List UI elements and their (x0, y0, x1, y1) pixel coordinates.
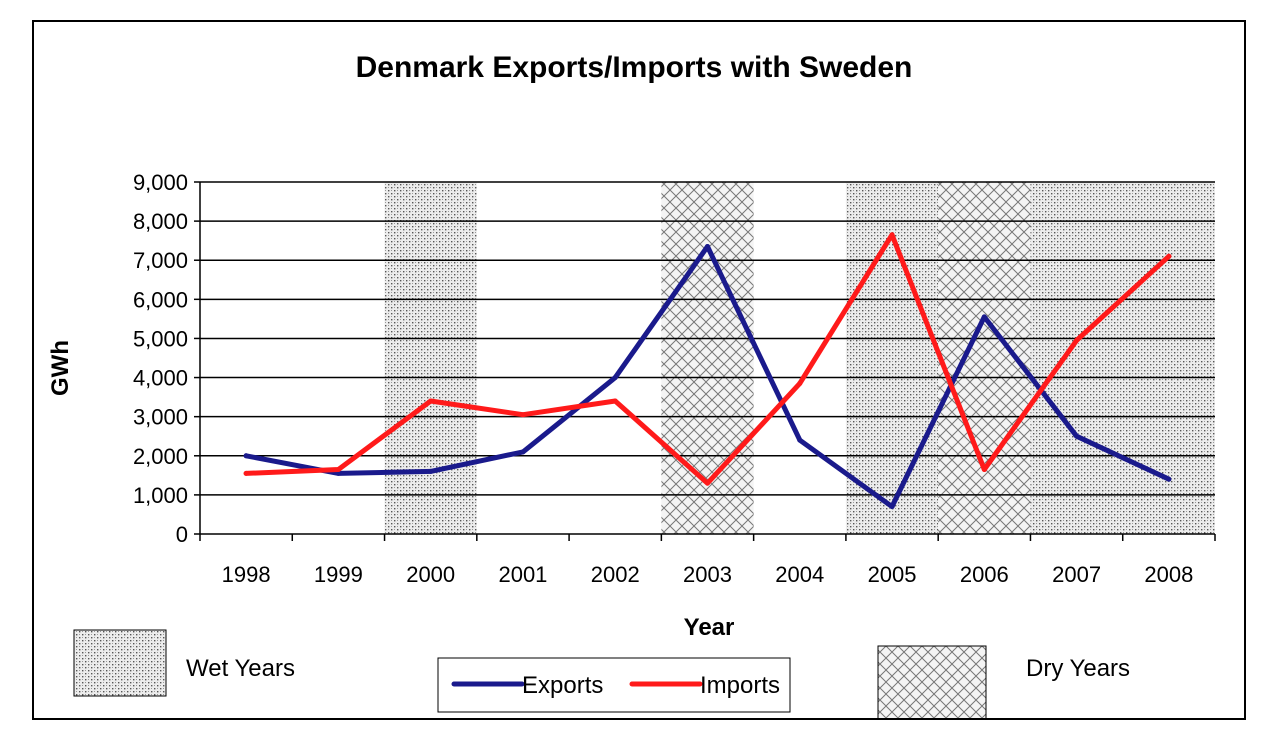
data-point-exports-1999 (335, 470, 341, 476)
y-tick-label: 7,000 (133, 248, 188, 273)
legend-exports-label: Exports (522, 672, 603, 699)
shaded-region-2007 (1030, 182, 1123, 534)
line-chart: Denmark Exports/Imports with Sweden 0 1,0… (47, 51, 1216, 718)
y-tick-label: 3,000 (133, 405, 188, 430)
y-tick-label: 4,000 (133, 366, 188, 391)
y-tick-labels: 0 1,000 2,000 3,000 4,000 5,000 6,000 7,000 8,00… (133, 170, 188, 547)
data-point-imports-2004 (797, 380, 803, 386)
data-point-exports-2008 (1166, 476, 1172, 482)
data-point-imports-2008 (1166, 253, 1172, 259)
data-point-exports-2006 (981, 314, 987, 320)
chart-title: Denmark Exports/Imports with Sweden (356, 51, 913, 84)
data-point-exports-2007 (1074, 433, 1080, 439)
legend-imports-label: Imports (700, 672, 780, 699)
y-tick-label: 0 (176, 522, 188, 547)
data-point-exports-2004 (797, 437, 803, 443)
data-point-exports-2003 (705, 244, 710, 250)
x-tick-label: 2006 (960, 562, 1009, 587)
x-tick-label: 2000 (406, 562, 455, 587)
data-point-imports-2006 (981, 466, 987, 472)
y-tick-label: 8,000 (133, 209, 188, 234)
y-tick-label: 1,000 (133, 483, 188, 508)
x-tick-labels: 1998 1999 2000 2001 2002 2003 2004 2005 2006 2007… (222, 562, 1194, 587)
x-tick-label: 2008 (1144, 562, 1193, 587)
wet-years-label: Wet Years (186, 655, 295, 682)
x-tick-label: 2005 (868, 562, 917, 587)
data-point-imports-2005 (889, 232, 895, 238)
data-point-exports-2002 (612, 375, 618, 381)
data-point-imports-1998 (243, 470, 249, 476)
axes (194, 181, 1216, 541)
data-point-exports-2000 (428, 468, 434, 474)
x-tick-label: 2001 (498, 562, 547, 587)
data-point-imports-2000 (428, 398, 434, 404)
data-point-imports-2007 (1074, 337, 1080, 343)
data-point-exports-2001 (520, 449, 526, 455)
y-axis-label: GWh (47, 340, 74, 396)
gridlines (200, 181, 1215, 496)
y-tick-label: 9,000 (133, 170, 188, 195)
data-point-imports-2003 (705, 480, 710, 486)
y-tick-label: 2,000 (133, 444, 188, 469)
series-legend: Exports Imports (437, 657, 791, 713)
x-tick-label: 1998 (222, 562, 271, 587)
x-tick-label: 1999 (314, 562, 363, 587)
x-tick-label: 2007 (1052, 562, 1101, 587)
data-point-exports-1998 (243, 453, 249, 459)
shaded-regions (384, 182, 1215, 534)
data-point-imports-1999 (335, 466, 341, 472)
shaded-region-2000 (384, 182, 477, 534)
wet-years-swatch (73, 629, 167, 697)
x-tick-label: 2004 (775, 562, 824, 587)
series-lines (243, 232, 1172, 510)
dry-years-swatch (877, 645, 987, 718)
y-tick-label: 6,000 (133, 287, 188, 312)
chart-frame: Denmark Exports/Imports with Sweden 0 1,0… (32, 20, 1246, 720)
x-tick-label: 2002 (591, 562, 640, 587)
shaded-region-2003 (661, 182, 754, 534)
dry-years-label: Dry Years (1026, 655, 1130, 682)
data-point-imports-2001 (520, 412, 526, 418)
x-tick-label: 2003 (683, 562, 732, 587)
shaded-region-2008 (1122, 182, 1215, 534)
y-tick-label: 5,000 (133, 326, 188, 351)
x-axis-label: Year (684, 614, 735, 641)
data-point-exports-2005 (889, 504, 895, 510)
data-point-imports-2002 (612, 398, 618, 404)
